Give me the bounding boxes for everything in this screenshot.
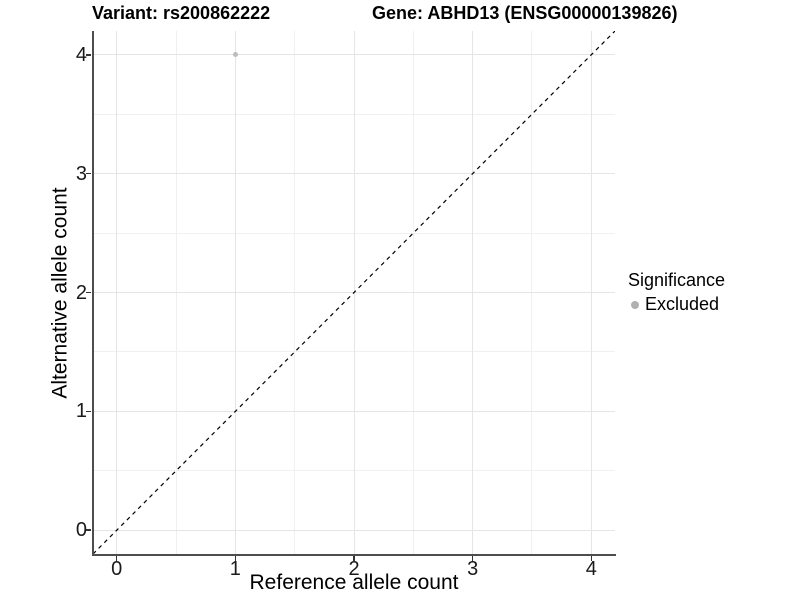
y-tick-label: 0 xyxy=(75,519,87,542)
x-tick-label: 0 xyxy=(111,558,123,580)
x-tick-mark xyxy=(234,556,237,561)
x-tick-label: 2 xyxy=(348,558,360,580)
y-tick-mark xyxy=(86,54,91,56)
x-tick-mark xyxy=(115,556,118,561)
gridline-major-y xyxy=(93,529,615,531)
y-tick-label: 2 xyxy=(75,281,87,304)
identity-dashed-line xyxy=(93,31,615,554)
x-tick-mark xyxy=(353,556,355,561)
x-tick-label: 4 xyxy=(585,558,597,580)
y-tick-mark xyxy=(86,410,91,413)
legend-dot-icon xyxy=(631,300,639,309)
x-axis-title: Reference allele count xyxy=(249,571,459,594)
y-axis-line xyxy=(92,31,94,556)
plot-title-gene: Gene: ABHD13 (ENSG00000139826) xyxy=(372,3,678,23)
x-tick-label: 1 xyxy=(229,558,241,580)
gridline-major-y xyxy=(93,410,615,412)
legend-label: Excluded xyxy=(645,294,720,314)
legend-title: Significance xyxy=(628,270,726,290)
gridline-major-y xyxy=(93,54,615,56)
y-tick-mark xyxy=(86,291,91,294)
legend: Significance Excluded xyxy=(628,270,725,315)
data-point-excluded xyxy=(232,52,238,58)
plot-title-variant: Variant: rs200862222 xyxy=(92,3,271,23)
x-tick-mark xyxy=(590,556,593,561)
legend-item-excluded: Excluded xyxy=(628,294,725,315)
y-tick-label: 3 xyxy=(75,162,87,185)
y-tick-mark xyxy=(86,529,91,531)
plot-panel xyxy=(93,31,615,554)
x-tick-label: 3 xyxy=(467,558,479,580)
x-tick-mark xyxy=(471,556,474,561)
y-tick-mark xyxy=(86,172,91,175)
y-tick-label: 1 xyxy=(75,400,87,423)
gridline-major-y xyxy=(93,173,615,175)
x-axis-line xyxy=(92,554,616,556)
y-tick-label: 4 xyxy=(75,43,87,66)
